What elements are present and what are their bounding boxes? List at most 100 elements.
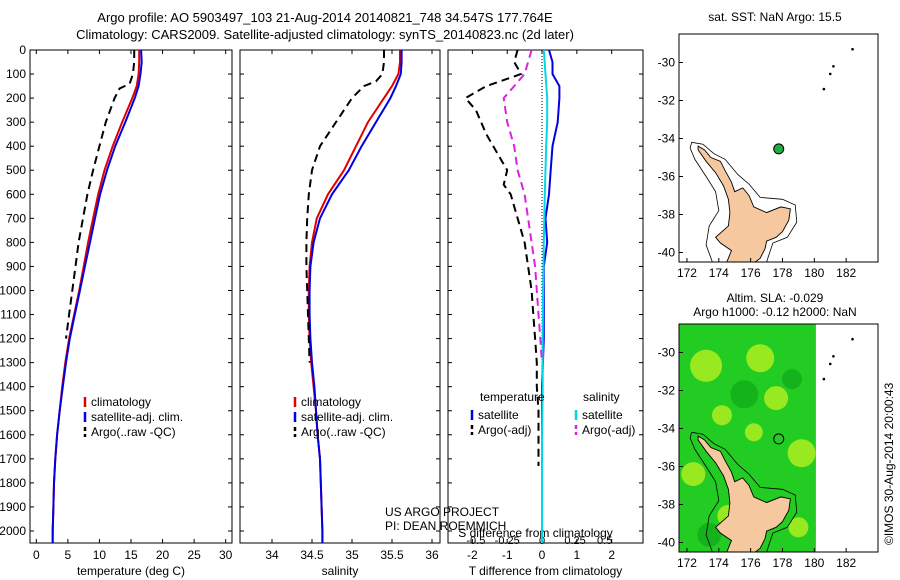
map-x-tick-label: 180 <box>804 266 824 280</box>
map-x-tick-label: 176 <box>741 556 761 570</box>
x-tick-label: -1 <box>502 548 513 562</box>
legend-label: satellite <box>582 408 623 422</box>
island-dot <box>822 377 826 381</box>
x-tick-label: 30 <box>219 548 233 562</box>
sla-blob <box>764 386 789 411</box>
island-dot <box>832 355 835 358</box>
y-tick-label: 1200 <box>0 332 26 346</box>
series-line <box>305 50 385 363</box>
y-tick-label: 1800 <box>0 476 26 490</box>
x-tick-label: 34.5 <box>300 548 324 562</box>
x-tick-label: 0 <box>33 548 40 562</box>
float-position-marker <box>773 433 785 445</box>
y-tick-label: 1000 <box>0 283 26 297</box>
island-dot <box>828 362 832 366</box>
y-tick-label: 1700 <box>0 452 26 466</box>
map-y-tick-label: -40 <box>658 246 676 260</box>
figure-title-line1: Argo profile: AO 5903497_103 21-Aug-2014… <box>97 10 553 25</box>
legend-label: Argo(..raw -QC) <box>301 425 386 439</box>
y-tick-label: 400 <box>6 139 26 153</box>
sla-blob <box>744 423 763 442</box>
sla-blob <box>787 439 816 468</box>
sla-blob <box>711 405 732 426</box>
x-axis-label: T difference from climatology <box>469 564 623 578</box>
map2-title-line2: Argo h1000: -0.12 h2000: NaN <box>693 305 856 319</box>
x-tick-label: 15 <box>124 548 138 562</box>
sla-blob <box>746 344 775 373</box>
x2-tick-label: 0.5 <box>597 535 612 547</box>
x-tick-label: 20 <box>156 548 170 562</box>
figure-title-line2: Climatology: CARS2009. Satellite-adjuste… <box>76 27 574 42</box>
new-zealand-land <box>697 435 791 552</box>
x-axis-label: temperature (deg C) <box>77 564 185 578</box>
sla-blob <box>690 349 723 382</box>
map-x-tick-label: 180 <box>804 556 824 570</box>
imos-side-label: ©IMOS 30-Aug-2014 20:00:43 <box>882 382 896 545</box>
x-tick-label: -2 <box>467 548 478 562</box>
x-axis-label-secondary: S difference from climatology <box>458 526 613 540</box>
series-line <box>463 49 540 466</box>
map-y-tick-label: -40 <box>658 536 676 550</box>
map2-title-line1: Altim. SLA: -0.029 <box>727 291 824 305</box>
plot-frame <box>447 49 644 544</box>
plot-frame <box>239 49 441 544</box>
map-y-tick-label: -38 <box>658 208 676 222</box>
x-tick-label: 5 <box>65 548 72 562</box>
map-x-tick-label: 182 <box>836 556 856 570</box>
y-tick-label: 1400 <box>0 380 26 394</box>
map-y-tick-label: -36 <box>658 170 676 184</box>
island-dot <box>828 72 832 76</box>
x-tick-label: 0 <box>539 548 546 562</box>
map-x-tick-label: 172 <box>677 266 697 280</box>
map1-title: sat. SST: NaN Argo: 15.5 <box>708 10 842 24</box>
y-tick-label: 1500 <box>0 404 26 418</box>
y-tick-label: 1600 <box>0 428 26 442</box>
map-y-tick-label: -38 <box>658 498 676 512</box>
x-tick-label: 34 <box>265 548 279 562</box>
x-tick-label: 2 <box>608 548 615 562</box>
sla-map-panel: 172 174 176 178 180 182 -30 -32 -34 -36 -38 -40 <box>658 323 879 570</box>
map-y-tick-label: -32 <box>658 384 676 398</box>
series-line <box>51 49 143 543</box>
shelf-contour <box>689 141 798 262</box>
x-tick-label: 1 <box>573 548 580 562</box>
sla-blob-dark <box>697 522 722 547</box>
sla-blob-dark <box>730 380 759 409</box>
x2-tick-label: 0.25 <box>564 535 585 547</box>
y-tick-label: 500 <box>6 163 26 177</box>
legend-label: climatology <box>91 395 151 409</box>
island-dot <box>822 87 826 91</box>
map-frame <box>678 33 879 263</box>
plot-frame <box>29 49 233 544</box>
y-tick-label: 600 <box>6 187 26 201</box>
series-line <box>502 49 543 363</box>
map-y-tick-label: -32 <box>658 94 676 108</box>
x-tick-label: 36 <box>425 548 439 562</box>
legend-label: satellite-adj. clim. <box>91 410 183 424</box>
x-axis-label: salinity <box>322 564 359 578</box>
map-x-tick-label: 176 <box>741 266 761 280</box>
y-tick-label: 1900 <box>0 500 26 514</box>
map-x-tick-label: 178 <box>772 556 792 570</box>
y-tick-label: 2000 <box>0 524 26 538</box>
shelf-contour <box>689 431 798 552</box>
map-y-tick-label: -36 <box>658 460 676 474</box>
y-tick-label: 1100 <box>0 308 26 322</box>
x-tick-label: 35.5 <box>380 548 404 562</box>
map-y-tick-label: -34 <box>658 132 676 146</box>
y-tick-label: 100 <box>6 67 26 81</box>
x2-tick-label: -0.25 <box>495 535 520 547</box>
island-dot <box>851 47 854 51</box>
map-x-tick-label: 182 <box>836 266 856 280</box>
sla-blob <box>788 517 809 538</box>
x-tick-label: 35 <box>345 548 359 562</box>
x-tick-label: 25 <box>187 548 201 562</box>
map-x-tick-label: 172 <box>677 556 697 570</box>
island-dot <box>832 65 835 68</box>
float-position-marker <box>773 143 785 155</box>
sst-map-panel: 172 174 176 178 180 182 -30 -32 -34 -36 -38 -40 <box>658 33 879 280</box>
map-frame <box>678 323 879 553</box>
difference-panel: -2 -1 0 1 2 T difference from climatology S di… <box>447 49 644 578</box>
y-tick-label: 200 <box>6 91 26 105</box>
map-y-tick-label: -30 <box>658 346 676 360</box>
